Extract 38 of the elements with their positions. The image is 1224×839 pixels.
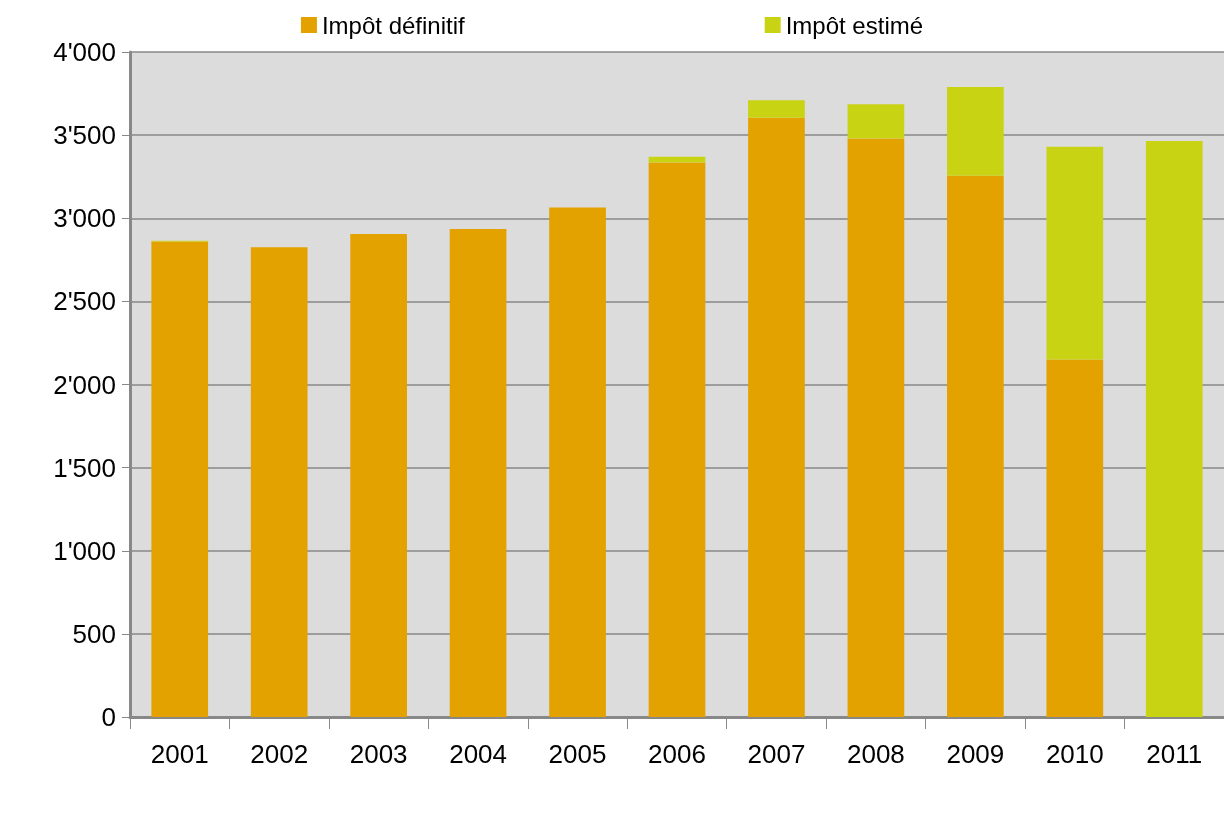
bar (1046, 146, 1104, 360)
x-tick-label: 2009 (946, 739, 1005, 769)
y-tick-label: 3'000 (53, 203, 116, 234)
y-tick-label: 2'500 (53, 286, 116, 317)
x-tick-label: 2008 (846, 739, 905, 769)
x-tick-label: 2010 (1045, 739, 1104, 769)
x-tick-label: 2005 (548, 739, 607, 769)
y-tick-label: 0 (101, 702, 116, 732)
bar (748, 100, 805, 118)
legend-label: Impôt définitif (321, 11, 466, 39)
y-tick-label: 1'000 (53, 535, 116, 566)
x-tick-label: 2011 (1146, 739, 1203, 769)
y-tick-label: 3'500 (53, 120, 116, 151)
legend-label: Impôt estimé (785, 11, 924, 39)
bar (350, 234, 407, 717)
y-tick-label: 1'500 (53, 452, 116, 483)
x-tick-label: 2003 (349, 739, 408, 769)
bar (847, 104, 905, 139)
bar (1046, 359, 1104, 717)
bar (1145, 140, 1203, 717)
x-tick-label: 2002 (250, 739, 309, 769)
bar (648, 162, 706, 717)
bar (549, 207, 606, 717)
x-tick-label: 2006 (648, 739, 706, 769)
bar (151, 241, 209, 717)
x-tick-label: 2007 (747, 739, 806, 769)
x-tick-label: 2004 (449, 739, 508, 769)
x-tick-label: 2001 (150, 739, 209, 769)
bar (947, 86, 1004, 176)
bar (449, 229, 507, 717)
bar (947, 175, 1004, 717)
y-tick-label: 500 (72, 618, 116, 649)
y-tick-label: 4'000 (53, 37, 116, 67)
bar (847, 138, 905, 717)
y-tick-label: 2'000 (53, 369, 116, 400)
bar (250, 247, 308, 717)
bar (748, 117, 805, 717)
bar (648, 156, 706, 163)
